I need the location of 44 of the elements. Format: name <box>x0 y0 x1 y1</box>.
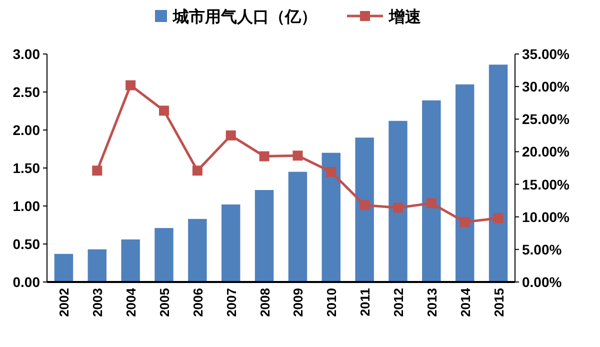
point <box>259 151 270 162</box>
point <box>292 150 303 161</box>
x-tick-label: 2012 <box>391 288 406 317</box>
point <box>92 166 102 176</box>
y2-tick-label: 20.00% <box>522 144 570 160</box>
y2-tick-label: 35.00% <box>522 46 570 62</box>
point <box>426 198 436 208</box>
point <box>226 130 236 140</box>
x-tick-label: 2011 <box>358 288 373 316</box>
y2-tick-label: 25.00% <box>522 111 570 128</box>
x-tick-label: 2015 <box>491 288 506 317</box>
x-tick-label: 2007 <box>224 288 239 317</box>
point <box>326 166 336 177</box>
point <box>493 213 504 224</box>
point <box>393 202 403 213</box>
legend-label: 增速 <box>388 8 422 26</box>
y-tick-label: 1.00 <box>12 198 40 214</box>
point <box>159 106 169 116</box>
x-tick-label: 2010 <box>324 288 340 317</box>
point <box>460 217 470 228</box>
y-tick-label: 2.50 <box>12 84 40 100</box>
legend-label: 城市用气人口（亿） <box>172 8 317 26</box>
x-tick-label: 2002 <box>56 288 72 317</box>
y2-tick-label: 15.00% <box>522 176 570 192</box>
x-tick-label: 2014 <box>458 287 473 317</box>
x-tick-label: 2004 <box>124 287 139 317</box>
x-tick-label: 2005 <box>157 288 172 317</box>
y2-tick-label: 0.00% <box>522 274 562 290</box>
y2-tick-label: 10.00% <box>522 208 570 225</box>
point <box>192 166 202 176</box>
y-tick-label: 2.00 <box>12 122 40 138</box>
x-tick-label: 2008 <box>257 288 272 317</box>
y-tick-label: 1.50 <box>12 160 40 176</box>
y-tick-label: 0.00 <box>12 274 40 290</box>
point <box>126 80 136 90</box>
x-tick-label: 2003 <box>90 288 106 317</box>
point <box>360 200 370 210</box>
y2-tick-label: 5.00% <box>522 241 562 258</box>
x-tick-label: 2013 <box>424 288 440 317</box>
x-tick-label: 2009 <box>290 288 306 317</box>
x-tick-label: 2006 <box>190 288 206 317</box>
y-tick-label: 0.50 <box>12 236 40 252</box>
y-tick-label: 3.00 <box>12 46 40 62</box>
y2-tick-label: 30.00% <box>522 78 570 95</box>
